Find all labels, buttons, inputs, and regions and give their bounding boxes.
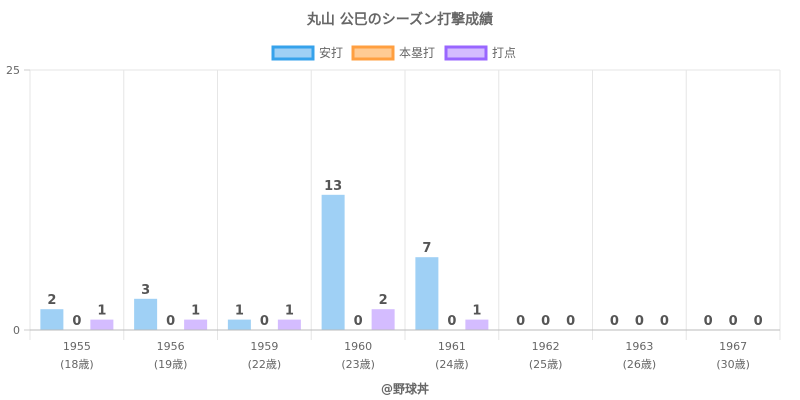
bars <box>40 194 489 330</box>
legend-swatch-0 <box>271 45 315 61</box>
x-tick-age: (22歳) <box>248 358 282 371</box>
x-tick-age: (18歳) <box>60 358 94 371</box>
x-tick-year: 1956 <box>157 340 185 353</box>
value-label: 0 <box>660 314 669 329</box>
y-tick-label: 25 <box>6 64 20 77</box>
bar-1960-2 <box>371 309 395 330</box>
x-tick-year: 1955 <box>63 340 91 353</box>
value-label: 3 <box>141 283 150 298</box>
grid <box>29 69 781 340</box>
bar-1960-0 <box>321 194 345 330</box>
x-tick-age: (25歳) <box>529 358 563 371</box>
value-label: 0 <box>260 314 269 329</box>
value-label: 1 <box>285 304 294 319</box>
legend-label-0: 安打 <box>319 45 343 60</box>
value-label: 0 <box>729 314 738 329</box>
x-tick-year: 1961 <box>438 340 466 353</box>
value-label: 7 <box>422 241 431 256</box>
value-label: 2 <box>379 293 388 308</box>
value-label: 0 <box>72 314 81 329</box>
legend-label-1: 本塁打 <box>399 46 435 60</box>
bar-1956-0 <box>134 298 158 330</box>
bar-1959-0 <box>227 319 251 330</box>
value-label: 0 <box>354 314 363 329</box>
x-tick-age: (23歳) <box>341 358 375 371</box>
value-label: 0 <box>704 314 713 329</box>
value-label: 13 <box>324 179 342 194</box>
value-label: 0 <box>541 314 550 329</box>
x-tick-year: 1967 <box>719 340 747 353</box>
value-label: 0 <box>566 314 575 329</box>
bar-1961-2 <box>465 319 489 330</box>
bar-1959-2 <box>277 319 301 330</box>
legend: 安打 本塁打 打点 <box>271 45 516 61</box>
value-label: 0 <box>516 314 525 329</box>
value-label: 0 <box>447 314 456 329</box>
bar-1955-2 <box>90 319 114 330</box>
value-label: 0 <box>610 314 619 329</box>
legend-swatch-1 <box>351 45 395 61</box>
legend-label-2: 打点 <box>492 46 516 60</box>
value-label: 1 <box>97 304 106 319</box>
bar-1961-0 <box>415 257 439 330</box>
y-tick-label: 0 <box>13 324 20 337</box>
bar-1956-2 <box>184 319 208 330</box>
x-tick-age: (26歳) <box>623 358 657 371</box>
footer-credit: @野球丼 <box>381 381 429 396</box>
x-tick-year: 1960 <box>344 340 372 353</box>
value-label: 2 <box>47 293 56 308</box>
value-label: 0 <box>635 314 644 329</box>
y-axis: 25 0 <box>6 64 30 337</box>
value-label: 1 <box>235 304 244 319</box>
x-tick-year: 1963 <box>625 340 653 353</box>
value-label: 1 <box>191 304 200 319</box>
x-tick-year: 1962 <box>532 340 560 353</box>
x-tick-age: (19歳) <box>154 358 188 371</box>
value-label: 1 <box>472 304 481 319</box>
bar-1955-0 <box>40 309 64 330</box>
x-tick-age: (24歳) <box>435 358 469 371</box>
value-label: 0 <box>166 314 175 329</box>
x-axis: 1955 (18歳) 1956 (19歳) 1959 (22歳) 1960 (23歳) 1961… <box>30 329 780 371</box>
x-tick-year: 1959 <box>250 340 278 353</box>
x-tick-age: (30歳) <box>716 358 750 371</box>
legend-swatch-2 <box>444 45 488 61</box>
value-label: 0 <box>754 314 763 329</box>
chart-title: 丸山 公巳のシーズン打撃成績 <box>306 11 493 28</box>
